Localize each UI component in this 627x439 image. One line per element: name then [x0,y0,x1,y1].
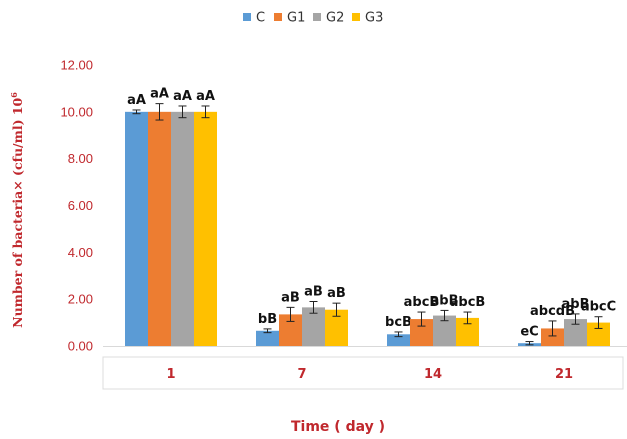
legend-item-g1: G1 [274,11,305,26]
data-label: bB [258,312,277,327]
x-tick-label: 21 [555,367,573,382]
x-axis-label: Time ( day ) [291,419,385,435]
bar-g3-day-7 [325,309,348,346]
y-tick-label: 12.00 [60,58,93,73]
error-bar [571,313,580,325]
legend-item-g2: G2 [313,11,344,26]
data-label: abcC [581,300,616,315]
legend-swatch [352,13,360,21]
legend-label: G2 [326,11,344,26]
data-label: eC [520,325,538,340]
bar-g2-day-7 [302,307,325,346]
y-tick-label: 0.00 [68,339,93,354]
y-axis-label: Number of bacteria× (cfu/ml) 106 [9,92,25,328]
bar-g1-day-7 [279,314,302,346]
error-bar [132,109,141,115]
data-label: abB [431,293,459,308]
legend-label: C [256,11,265,26]
data-label: aA [173,89,192,104]
data-label: aA [196,89,215,104]
bar-c-day-14 [387,334,410,346]
bar-g2-day-14 [433,315,456,346]
error-bar [548,320,557,337]
error-bar [309,301,318,314]
bar-g1-day-21 [541,328,564,346]
data-label: aB [327,286,346,301]
bar-g2-day-1 [171,111,194,346]
x-tick-label: 7 [297,367,306,382]
data-label: abcB [404,295,440,310]
legend-label: G3 [365,11,383,26]
x-tick-label: 14 [424,367,442,382]
error-bar [178,105,187,119]
error-bar [394,331,403,338]
data-label: abcB [450,295,486,310]
bar-g2-day-21 [564,319,587,346]
error-bar [201,105,210,119]
data-label: abcdB [530,304,575,319]
legend-label: G1 [287,11,305,26]
error-bar [417,311,426,327]
data-label: aA [127,93,146,108]
data-label: abB [562,297,590,312]
category-axis-box [102,356,624,390]
error-bar [332,302,341,317]
error-bar [463,311,472,325]
bar-g3-day-1 [194,111,217,346]
x-tick-label: 1 [166,367,175,382]
data-label: bcB [385,315,412,330]
bar-c-day-7 [256,330,279,346]
bar-c-day-1 [125,111,148,346]
error-bar [594,316,603,329]
error-bar [155,103,164,121]
y-tick-label: 10.00 [60,104,93,119]
error-bar [263,328,272,334]
x-axis: 1 7 14 21 [102,356,624,390]
legend-swatch [313,13,321,21]
legend-item-c: C [243,11,265,26]
y-tick-label: 4.00 [68,245,93,260]
bar-g3-day-21 [587,322,610,346]
error-bar [440,309,449,322]
bar-g3-day-14 [456,317,479,346]
y-axis: 0.00 2.00 4.00 6.00 8.00 10.00 12.00 [60,58,93,354]
data-label: aB [281,290,300,305]
error-bar [525,341,534,346]
legend-swatch [274,13,282,21]
y-tick-label: 8.00 [68,151,93,166]
legend-swatch [243,13,251,21]
y-tick-label: 2.00 [68,292,93,307]
bar-g1-day-14 [410,319,433,346]
legend: C G1 G2 G3 [243,11,383,26]
legend-item-g3: G3 [352,11,383,26]
data-label: aA [150,87,169,102]
data-label: aB [304,285,323,300]
error-bar [286,306,295,322]
plot-area: aA bB bcB eC aA aB abcB abcdB aA aB abB abB aA aB abcB… [103,87,627,347]
bar-g1-day-1 [148,111,171,346]
y-tick-label: 6.00 [68,198,93,213]
